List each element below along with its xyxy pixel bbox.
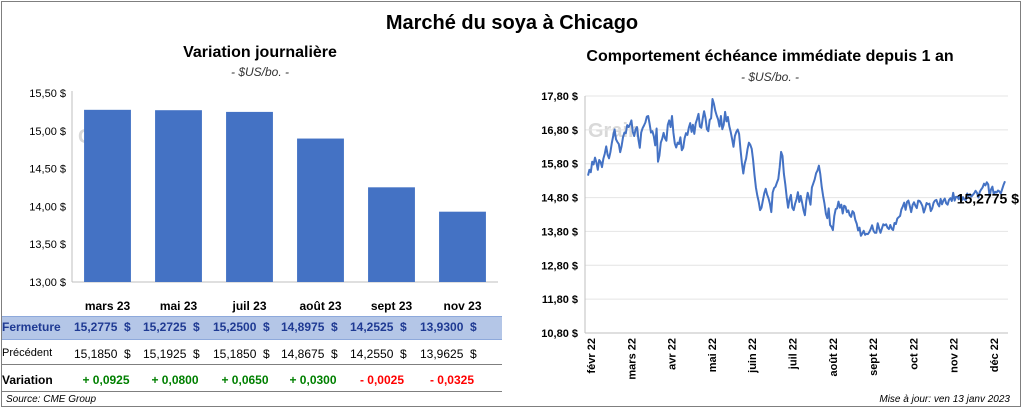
y-tick-label: 13,50 $ [29,239,66,251]
x-tick-label: févr 22 [586,338,598,373]
table-cell: - 0,0325 [429,373,475,387]
table-cell: 15,1850 $ [213,347,270,361]
y-tick-label: 12,80 $ [541,260,578,272]
y-tick-label: 11,80 $ [542,294,578,306]
right-chart-unit: - $US/bo. - [740,70,800,84]
table-highlight-row [2,316,502,340]
bar [297,138,344,282]
right-chart-title: Comportement échéance immédiate depuis 1… [586,48,954,65]
bar [226,111,273,283]
table-cell: 14,2550 $ [350,347,407,361]
x-tick-label: sept 22 [868,338,880,376]
table-cell: 14,2525 $ [350,320,407,334]
table-cell: + 0,0800 [151,373,199,387]
bar [84,109,131,282]
last-value-label: 15,2775 $ [957,190,1019,206]
table-cell: 13,9300 $ [420,320,477,334]
table-cell: 13,9625 $ [420,347,477,361]
y-tick-label: 15,50 $ [29,88,66,100]
x-tick-label: nov 23 [443,299,481,313]
table-row: Fermeture 15,2775 $ 15,2725 $ 15,2500 $ 14,8… [2,320,502,338]
row-label: Précédent [2,347,53,359]
y-tick-label: 17,80 $ [541,91,578,103]
y-tick-label: 14,00 $ [29,201,66,213]
x-tick-label: mai 23 [160,299,198,313]
x-tick-label: août 23 [299,299,341,313]
y-tick-label: 16,80 $ [541,125,578,137]
left-chart-title: Variation journalière [183,44,337,61]
main-title: Marché du soya à Chicago [385,12,639,34]
table-cell: + 0,0925 [82,373,130,387]
update-note: Mise à jour: ven 13 janv 2023 [879,394,1010,405]
source-note: Source: CME Group [6,394,97,405]
x-tick-label: juil 22 [788,338,800,370]
bar [155,110,202,282]
y-tick-label: 14,80 $ [541,193,578,205]
x-tick-label: juil 23 [231,299,266,313]
table-divider [2,391,502,392]
table-row: Précédent 15,1850 $ 15,1925 $ 15,1850 $ 14,8… [2,347,502,365]
x-tick-label: mars 23 [85,299,131,313]
x-tick-label: oct 22 [908,338,920,370]
row-label: Fermeture [2,320,61,334]
row-label: Variation [2,373,53,387]
x-tick-label: mai 22 [707,338,719,372]
table-cell: + 0,0300 [289,373,337,387]
table-cell: 15,1925 $ [143,347,200,361]
y-tick-label: 13,00 $ [29,277,66,289]
table-cell: 14,8675 $ [281,347,338,361]
bar-chart: Grain13,00 $13,50 $14,00 $14,50 $15,00 $… [29,88,498,313]
x-tick-label: mars 22 [626,338,638,380]
x-tick-label: juin 22 [747,338,759,374]
y-tick-label: 10,80 $ [541,328,578,340]
x-tick-label: sept 23 [371,299,413,313]
table-cell: + 0,0650 [221,373,269,387]
x-tick-label: déc 22 [989,338,1001,372]
x-tick-label: nov 22 [949,338,961,373]
table-cell: 15,2500 $ [213,320,270,334]
bar [439,211,486,282]
y-tick-label: 15,80 $ [541,159,578,171]
bar [368,187,415,282]
table-cell: 15,2725 $ [143,320,200,334]
table-cell: 15,2775 $ [74,320,131,334]
table-row: Variation + 0,0925 + 0,0800 + 0,0650 + 0,030… [2,373,502,391]
y-tick-label: 13,80 $ [541,226,578,238]
y-tick-label: 15,00 $ [29,126,66,138]
x-tick-label: août 22 [828,338,840,377]
table-divider [2,364,502,365]
y-tick-label: 14,50 $ [29,164,66,176]
x-tick-label: avr 22 [667,338,679,370]
table-cell: - 0,0025 [359,373,405,387]
price-line [587,98,1006,237]
table-cell: 15,1850 $ [74,347,131,361]
table-cell: 14,8975 $ [281,320,338,334]
left-chart-unit: - $US/bo. - [230,65,290,79]
